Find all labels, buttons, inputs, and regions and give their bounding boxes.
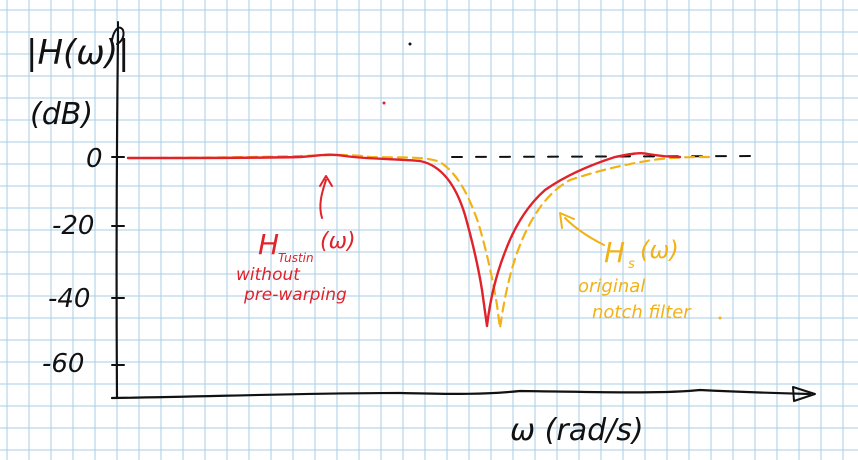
y-axis-ticks	[111, 156, 125, 366]
original-label-subscript: s	[628, 257, 635, 272]
original-label-argument: (ω)	[640, 236, 679, 264]
x-axis	[110, 388, 812, 400]
tustin-filter-curve	[126, 152, 682, 328]
original-pointer-arrow	[559, 212, 605, 246]
stray-dot-black	[408, 42, 412, 46]
y-axis	[115, 32, 120, 400]
x-axis-arrowhead	[792, 386, 816, 402]
tustin-label-subscript: Tustin	[278, 251, 314, 265]
tustin-note-line1: without	[236, 265, 301, 285]
zero-db-reference-line	[451, 155, 761, 158]
y-axis-arrowhead	[111, 21, 125, 45]
y-tick-label-0: 0	[86, 144, 103, 174]
tustin-label-argument: (ω)	[320, 229, 356, 254]
original-note-line1: original	[578, 276, 645, 297]
y-axis-label-magnitude: |H(ω)|	[26, 33, 129, 73]
original-note-line2: notch filter	[592, 302, 692, 323]
tustin-pointer-arrow	[319, 175, 333, 219]
y-axis-label-unit: (dB)	[30, 97, 93, 132]
y-tick-label-minus20: -20	[52, 211, 94, 241]
original-label-h: H	[604, 236, 625, 269]
stray-dot-yellow	[718, 316, 722, 320]
y-tick-label-minus60: -60	[42, 349, 84, 379]
y-tick-label-minus40: -40	[48, 284, 90, 314]
tustin-label-h: H	[258, 228, 279, 261]
stray-dot-red	[382, 101, 386, 105]
tustin-note-line2: pre-warping	[243, 285, 347, 305]
x-axis-label: ω (rad/s)	[510, 413, 644, 448]
